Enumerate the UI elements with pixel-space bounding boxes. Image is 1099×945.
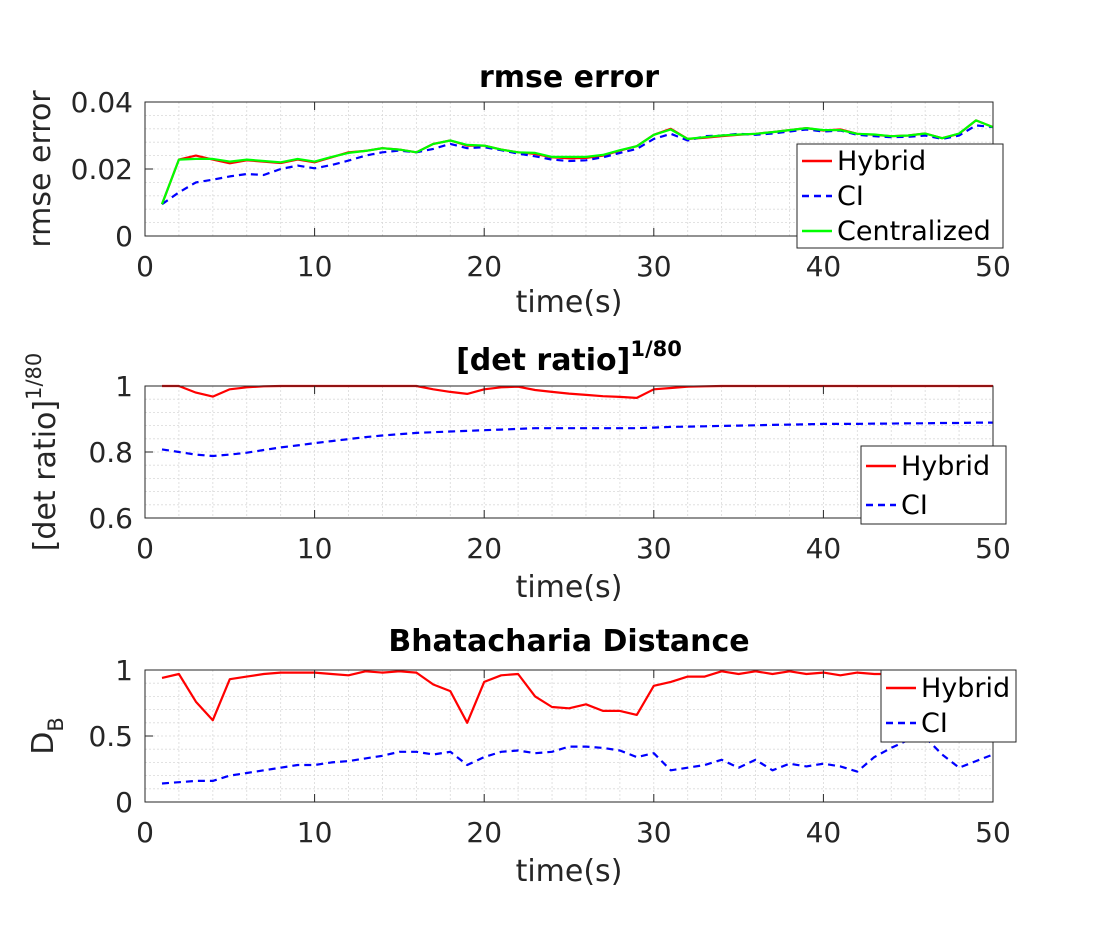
legend-label-hybrid: Hybrid	[837, 146, 926, 177]
y-axis-label-superscript: 1/80	[22, 353, 46, 400]
series-line-centralized	[160, 119, 994, 205]
x-tick-label: 20	[466, 532, 502, 565]
x-axis-label: time(s)	[516, 854, 623, 889]
y-tick-label: 0.6	[88, 502, 133, 535]
x-tick-label: 30	[636, 532, 672, 565]
y-tick-label: 0	[115, 220, 133, 253]
legend-label-hybrid: Hybrid	[921, 673, 1010, 704]
subplot-1: 0 10 20 30 40 50 0 0.02 0.04 rmse error time(s) rms…	[23, 60, 1011, 320]
x-tick-label: 30	[636, 816, 672, 849]
y-tick-label: 1	[115, 654, 133, 687]
legend-label-hybrid: Hybrid	[901, 451, 990, 482]
subplot-2: 0 10 20 30 40 50 0.6 0.8 1 [det ratio]1/80 time(s)…	[22, 337, 1011, 605]
chart-title: [det ratio]1/80	[456, 337, 682, 378]
x-tick-label: 20	[466, 250, 502, 283]
legend-box	[880, 669, 1017, 743]
x-tick-label: 50	[975, 250, 1011, 283]
legend: Hybrid CI	[860, 445, 1007, 525]
x-tick-label: 0	[136, 250, 154, 283]
legend-box	[860, 445, 1007, 525]
y-tick-label: 0	[115, 786, 133, 819]
y-tick-label: 0.02	[71, 153, 133, 186]
x-tick-label: 0	[136, 532, 154, 565]
y-axis-label: rmse error	[23, 90, 58, 248]
grid-lines	[145, 102, 993, 236]
x-tick-label: 50	[975, 532, 1011, 565]
grid-lines	[145, 386, 993, 518]
x-tick-label: 50	[975, 816, 1011, 849]
chart-title: Bhatacharia Distance	[388, 624, 749, 659]
x-tick-label: 20	[466, 816, 502, 849]
x-tick-label: 10	[297, 250, 333, 283]
legend: Hybrid CI Centralized	[796, 143, 1004, 249]
x-axis-label: time(s)	[516, 570, 623, 605]
chart-title: rmse error	[479, 60, 659, 95]
y-tick-label: 0.04	[71, 86, 133, 119]
legend-label-ci: CI	[901, 490, 928, 521]
series-line-hybrid	[161, 670, 993, 724]
x-tick-label: 40	[806, 816, 842, 849]
x-tick-label: 40	[806, 250, 842, 283]
x-tick-label: 0	[136, 816, 154, 849]
x-axis-label: time(s)	[516, 285, 623, 320]
x-tick-label: 30	[636, 250, 672, 283]
x-tick-label: 40	[806, 532, 842, 565]
legend: Hybrid CI	[880, 669, 1017, 743]
legend-label-centralized: Centralized	[837, 216, 991, 247]
subplot-3: 0 10 20 30 40 50 0 0.5 1 Bhatacharia Distance time…	[26, 624, 1017, 889]
chart-title-superscript: 1/80	[630, 337, 682, 361]
x-tick-label: 10	[297, 532, 333, 565]
y-tick-label: 0.5	[88, 720, 133, 753]
legend-label-ci: CI	[921, 708, 948, 739]
y-axis-label-subscript: B	[44, 717, 68, 731]
legend-label-ci: CI	[837, 181, 864, 212]
y-tick-label: 0.8	[88, 436, 133, 469]
series-line-ci	[161, 736, 994, 785]
x-tick-label: 10	[297, 816, 333, 849]
y-tick-label: 1	[115, 370, 133, 403]
